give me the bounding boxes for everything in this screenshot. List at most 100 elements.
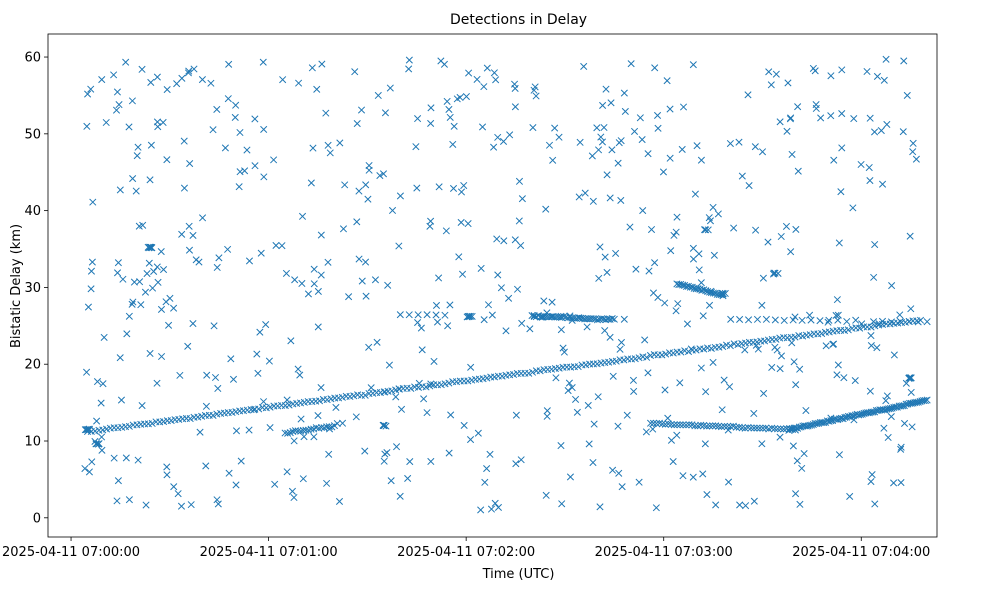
data-point [284, 429, 292, 437]
data-point [644, 369, 652, 377]
data-point [543, 412, 551, 420]
data-point [488, 311, 496, 319]
data-point [603, 171, 611, 179]
data-point [601, 327, 609, 335]
data-point [594, 146, 603, 154]
data-point [134, 456, 142, 464]
data-point [251, 162, 259, 170]
data-point [707, 287, 715, 295]
data-point [405, 65, 413, 73]
data-point [414, 115, 422, 123]
data-point [460, 181, 468, 190]
data-point [789, 442, 797, 450]
data-point [689, 61, 697, 69]
data-point [192, 256, 200, 264]
data-point [738, 424, 746, 432]
data-point [386, 84, 394, 92]
data-point [83, 122, 91, 130]
data-point [787, 248, 795, 256]
data-point [780, 316, 788, 325]
data-point [145, 259, 153, 267]
data-point [364, 195, 372, 203]
data-point [373, 338, 381, 346]
data-point [298, 212, 307, 220]
data-point [679, 472, 687, 480]
data-point [568, 316, 576, 325]
data-point [623, 411, 631, 419]
data-point [630, 387, 638, 395]
x-tick-label: 2025-04-11 07:01:00 [200, 545, 338, 560]
data-point [231, 113, 239, 121]
data-point [817, 114, 825, 122]
data-point [770, 269, 778, 277]
data-point [478, 123, 487, 131]
y-tick-label: 10 [24, 435, 41, 450]
data-point [632, 265, 640, 273]
data-point [629, 376, 638, 384]
data-point [93, 417, 101, 425]
data-point [116, 186, 124, 194]
data-point [653, 111, 662, 119]
data-point [575, 314, 583, 322]
data-point [116, 354, 124, 362]
data-point [381, 450, 389, 458]
data-point [413, 184, 421, 192]
data-point [449, 184, 458, 193]
data-point [852, 316, 860, 324]
data-point [314, 287, 322, 295]
data-point [768, 424, 776, 432]
data-point [621, 107, 629, 116]
data-point [159, 118, 167, 127]
data-point [882, 55, 890, 63]
data-point [279, 76, 287, 84]
data-point [758, 440, 766, 448]
data-point [157, 248, 165, 256]
data-point [661, 386, 669, 394]
data-point [616, 345, 624, 353]
data-point [593, 124, 601, 132]
data-point [300, 433, 308, 441]
data-point [89, 198, 97, 206]
data-point [256, 328, 264, 336]
data-point [123, 330, 131, 338]
data-point [875, 320, 883, 328]
data-point [600, 123, 608, 132]
data-point [868, 471, 876, 479]
data-point [596, 503, 604, 511]
data-point [260, 173, 268, 181]
data-point [232, 101, 240, 109]
data-point [415, 379, 423, 387]
data-point [697, 421, 705, 429]
data-point [816, 419, 824, 427]
data-point [870, 273, 878, 281]
data-point [545, 141, 554, 149]
y-tick-label: 30 [24, 281, 41, 296]
data-point [923, 396, 931, 404]
data-point [433, 318, 442, 326]
data-point [669, 457, 677, 466]
data-point [88, 458, 96, 466]
data-point [487, 505, 496, 513]
data-point [574, 363, 582, 371]
data-point [751, 143, 759, 151]
data-point [560, 348, 568, 356]
data-point [661, 299, 669, 307]
data-point [174, 490, 182, 498]
data-point [744, 316, 753, 324]
data-point [207, 79, 215, 87]
data-point [584, 401, 592, 409]
data-point [914, 318, 922, 326]
data-point [906, 232, 914, 240]
data-point [664, 420, 672, 428]
data-point [793, 457, 801, 465]
data-point [593, 316, 601, 324]
data-point [518, 195, 526, 203]
data-point [767, 81, 775, 89]
data-point [666, 154, 674, 162]
data-point [146, 243, 154, 251]
data-point [457, 218, 465, 226]
data-point [162, 298, 170, 306]
data-point [700, 286, 708, 294]
data-point [717, 423, 726, 431]
data-point [283, 468, 291, 476]
